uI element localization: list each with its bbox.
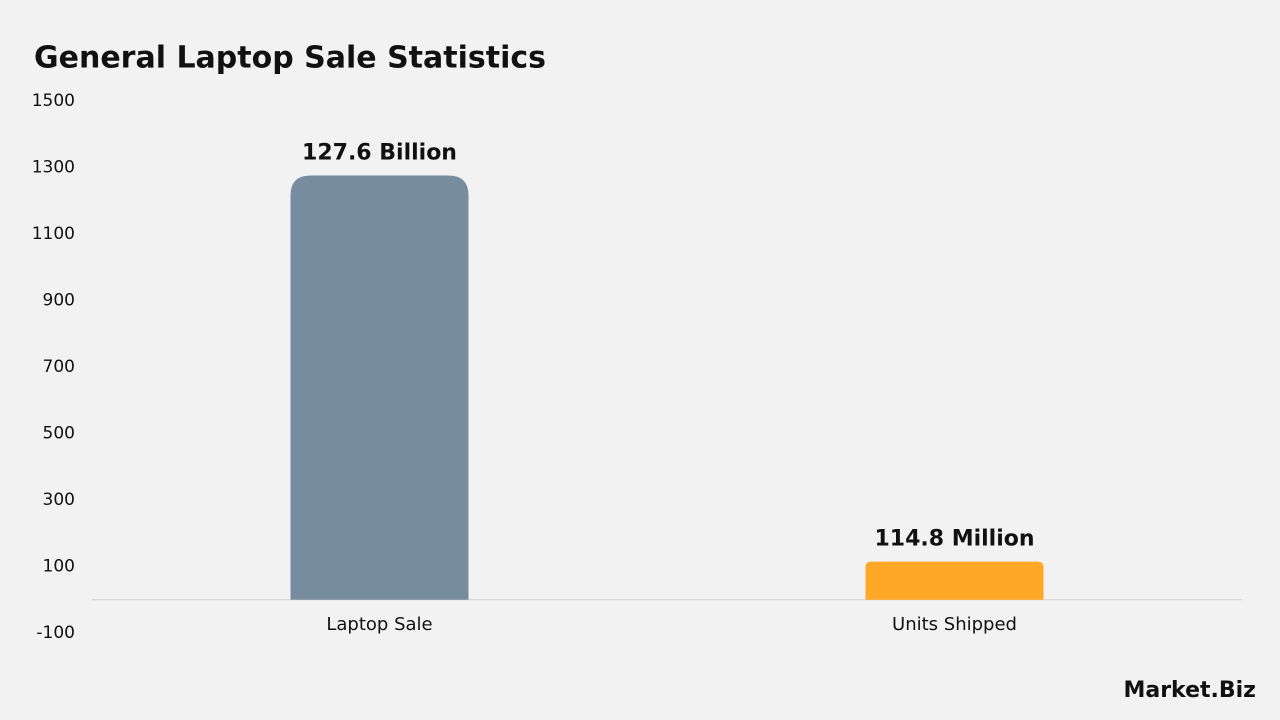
x-tick-label: Laptop Sale [326,614,432,635]
data-label: 127.6 Billion [302,140,457,165]
y-tick-label: 1300 [32,158,75,178]
chart-title: General Laptop Sale Statistics [34,41,546,76]
y-tick-label: 1100 [32,224,75,244]
bar [290,175,469,600]
y-tick-label: 900 [43,291,75,311]
brand-logo: Market.Biz [1123,678,1256,703]
y-tick-label: 500 [43,424,75,444]
y-tick-label: -100 [36,623,75,643]
x-tick-label: Units Shipped [892,614,1017,635]
y-tick-label: 700 [43,357,75,377]
data-label: 114.8 Million [874,527,1034,552]
y-tick-label: 100 [43,557,75,577]
y-tick-label: 1500 [32,91,75,111]
y-tick-label: 300 [43,490,75,510]
bar [865,561,1044,600]
